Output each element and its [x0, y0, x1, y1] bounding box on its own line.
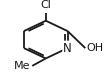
Text: Cl: Cl [40, 0, 51, 10]
Text: Me: Me [14, 61, 30, 71]
Text: OH: OH [86, 43, 103, 53]
Text: N: N [63, 42, 72, 55]
